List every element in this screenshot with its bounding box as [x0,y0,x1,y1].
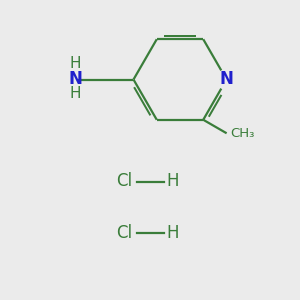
Text: N: N [68,70,82,88]
Text: Cl: Cl [116,172,133,190]
Text: N: N [220,70,233,88]
Text: CH₃: CH₃ [230,127,255,140]
Text: H: H [69,56,81,71]
Text: H: H [166,224,179,242]
Text: H: H [69,86,81,101]
Text: Cl: Cl [116,224,133,242]
Text: H: H [166,172,179,190]
